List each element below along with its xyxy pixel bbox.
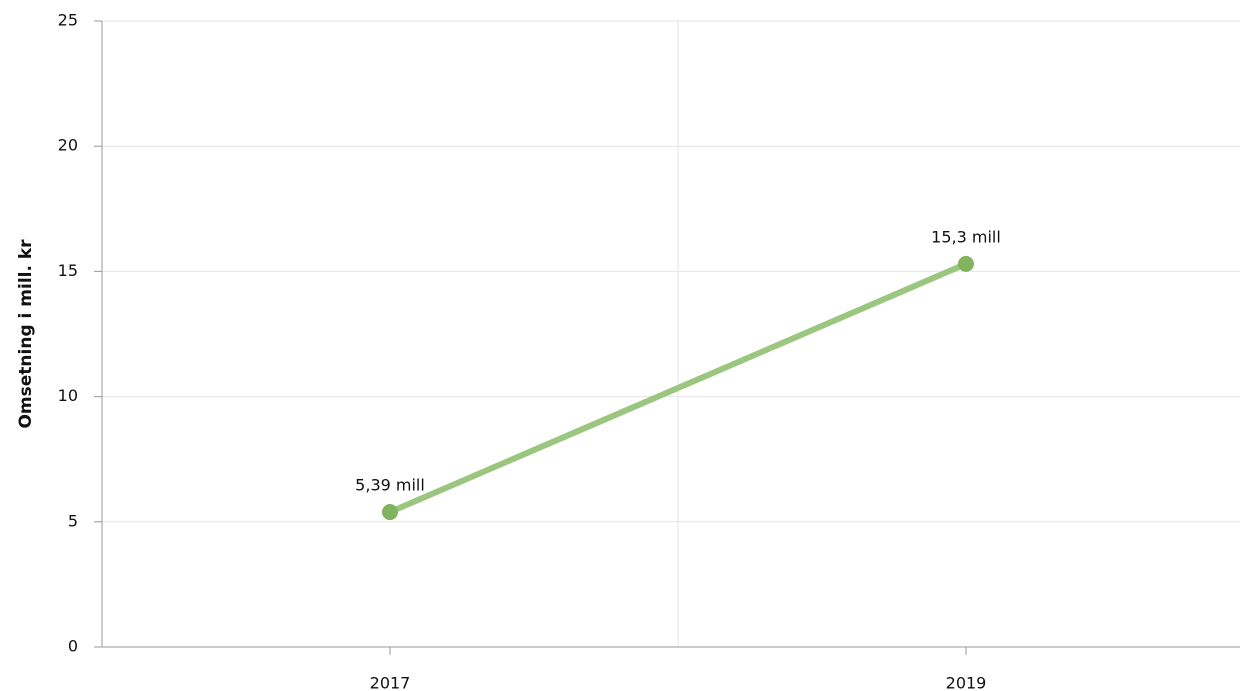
marker xyxy=(958,255,974,272)
x-tick-label: 2019 xyxy=(946,674,987,691)
line xyxy=(387,260,969,516)
value-label: 15,3 mill xyxy=(931,227,1001,246)
value-label: 5,39 mill xyxy=(355,476,425,495)
y-tick-label: 5 xyxy=(68,511,78,530)
x-tick-label: 2017 xyxy=(370,674,411,691)
y-tick-label: 10 xyxy=(58,386,78,405)
y-axis-title: Omsetning i mill. kr xyxy=(16,239,36,429)
marker xyxy=(382,504,398,521)
y-tick-label: 25 xyxy=(58,11,78,30)
y-tick-label: 15 xyxy=(58,261,78,280)
y-tick-label: 0 xyxy=(68,637,78,656)
y-tick-label: 20 xyxy=(58,136,78,155)
